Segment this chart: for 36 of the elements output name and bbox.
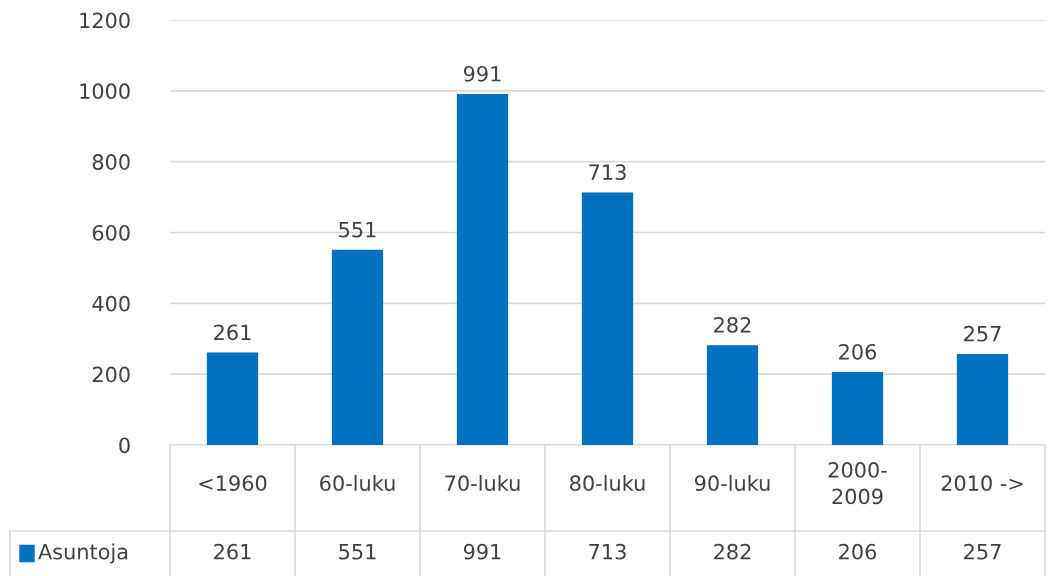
y-tick-label: 400 — [92, 295, 130, 312]
data-label: 257 — [964, 543, 1001, 560]
data-label: 551 — [339, 544, 376, 560]
y-tick-label: 0 — [119, 437, 130, 454]
x-tick-label: 60-luku — [320, 474, 395, 492]
data-label: 713 — [589, 543, 626, 560]
bar — [706, 345, 759, 445]
bar — [331, 249, 384, 445]
annotation: 551 — [339, 222, 376, 238]
y-tick-label: 800 — [92, 154, 130, 170]
annotation: 282 — [714, 317, 751, 333]
y-tick-label: 1200 — [80, 12, 130, 29]
x-tick-label: <1960 — [199, 475, 267, 492]
bar — [956, 353, 1009, 445]
annotation: 206 — [839, 343, 877, 360]
y-tick-label: 600 — [92, 224, 130, 241]
y-tick-label: 1000 — [80, 83, 130, 100]
x-tick-label: 90-luku — [695, 474, 770, 492]
data-label: 282 — [714, 543, 751, 560]
x-tick-label: 70-luku — [445, 474, 520, 492]
y-tick-label: 200 — [92, 366, 130, 383]
bar — [456, 94, 509, 445]
annotation: 257 — [964, 325, 1001, 342]
bar — [206, 352, 259, 445]
x-tick-label: 80-luku — [570, 474, 645, 492]
annotation: 713 — [589, 164, 626, 181]
data-label: 991 — [463, 543, 501, 560]
x-tick-label: 2010 -> — [941, 475, 1023, 492]
x-tick-label: 2000- 2009 — [828, 462, 887, 505]
data-label: 261 — [214, 543, 251, 560]
data-label: 206 — [839, 543, 877, 560]
legend-label: Asuntoja — [38, 543, 128, 564]
bar — [581, 192, 634, 445]
annotation: 261 — [214, 324, 251, 341]
annotation: 991 — [463, 65, 501, 82]
bar — [831, 372, 884, 445]
